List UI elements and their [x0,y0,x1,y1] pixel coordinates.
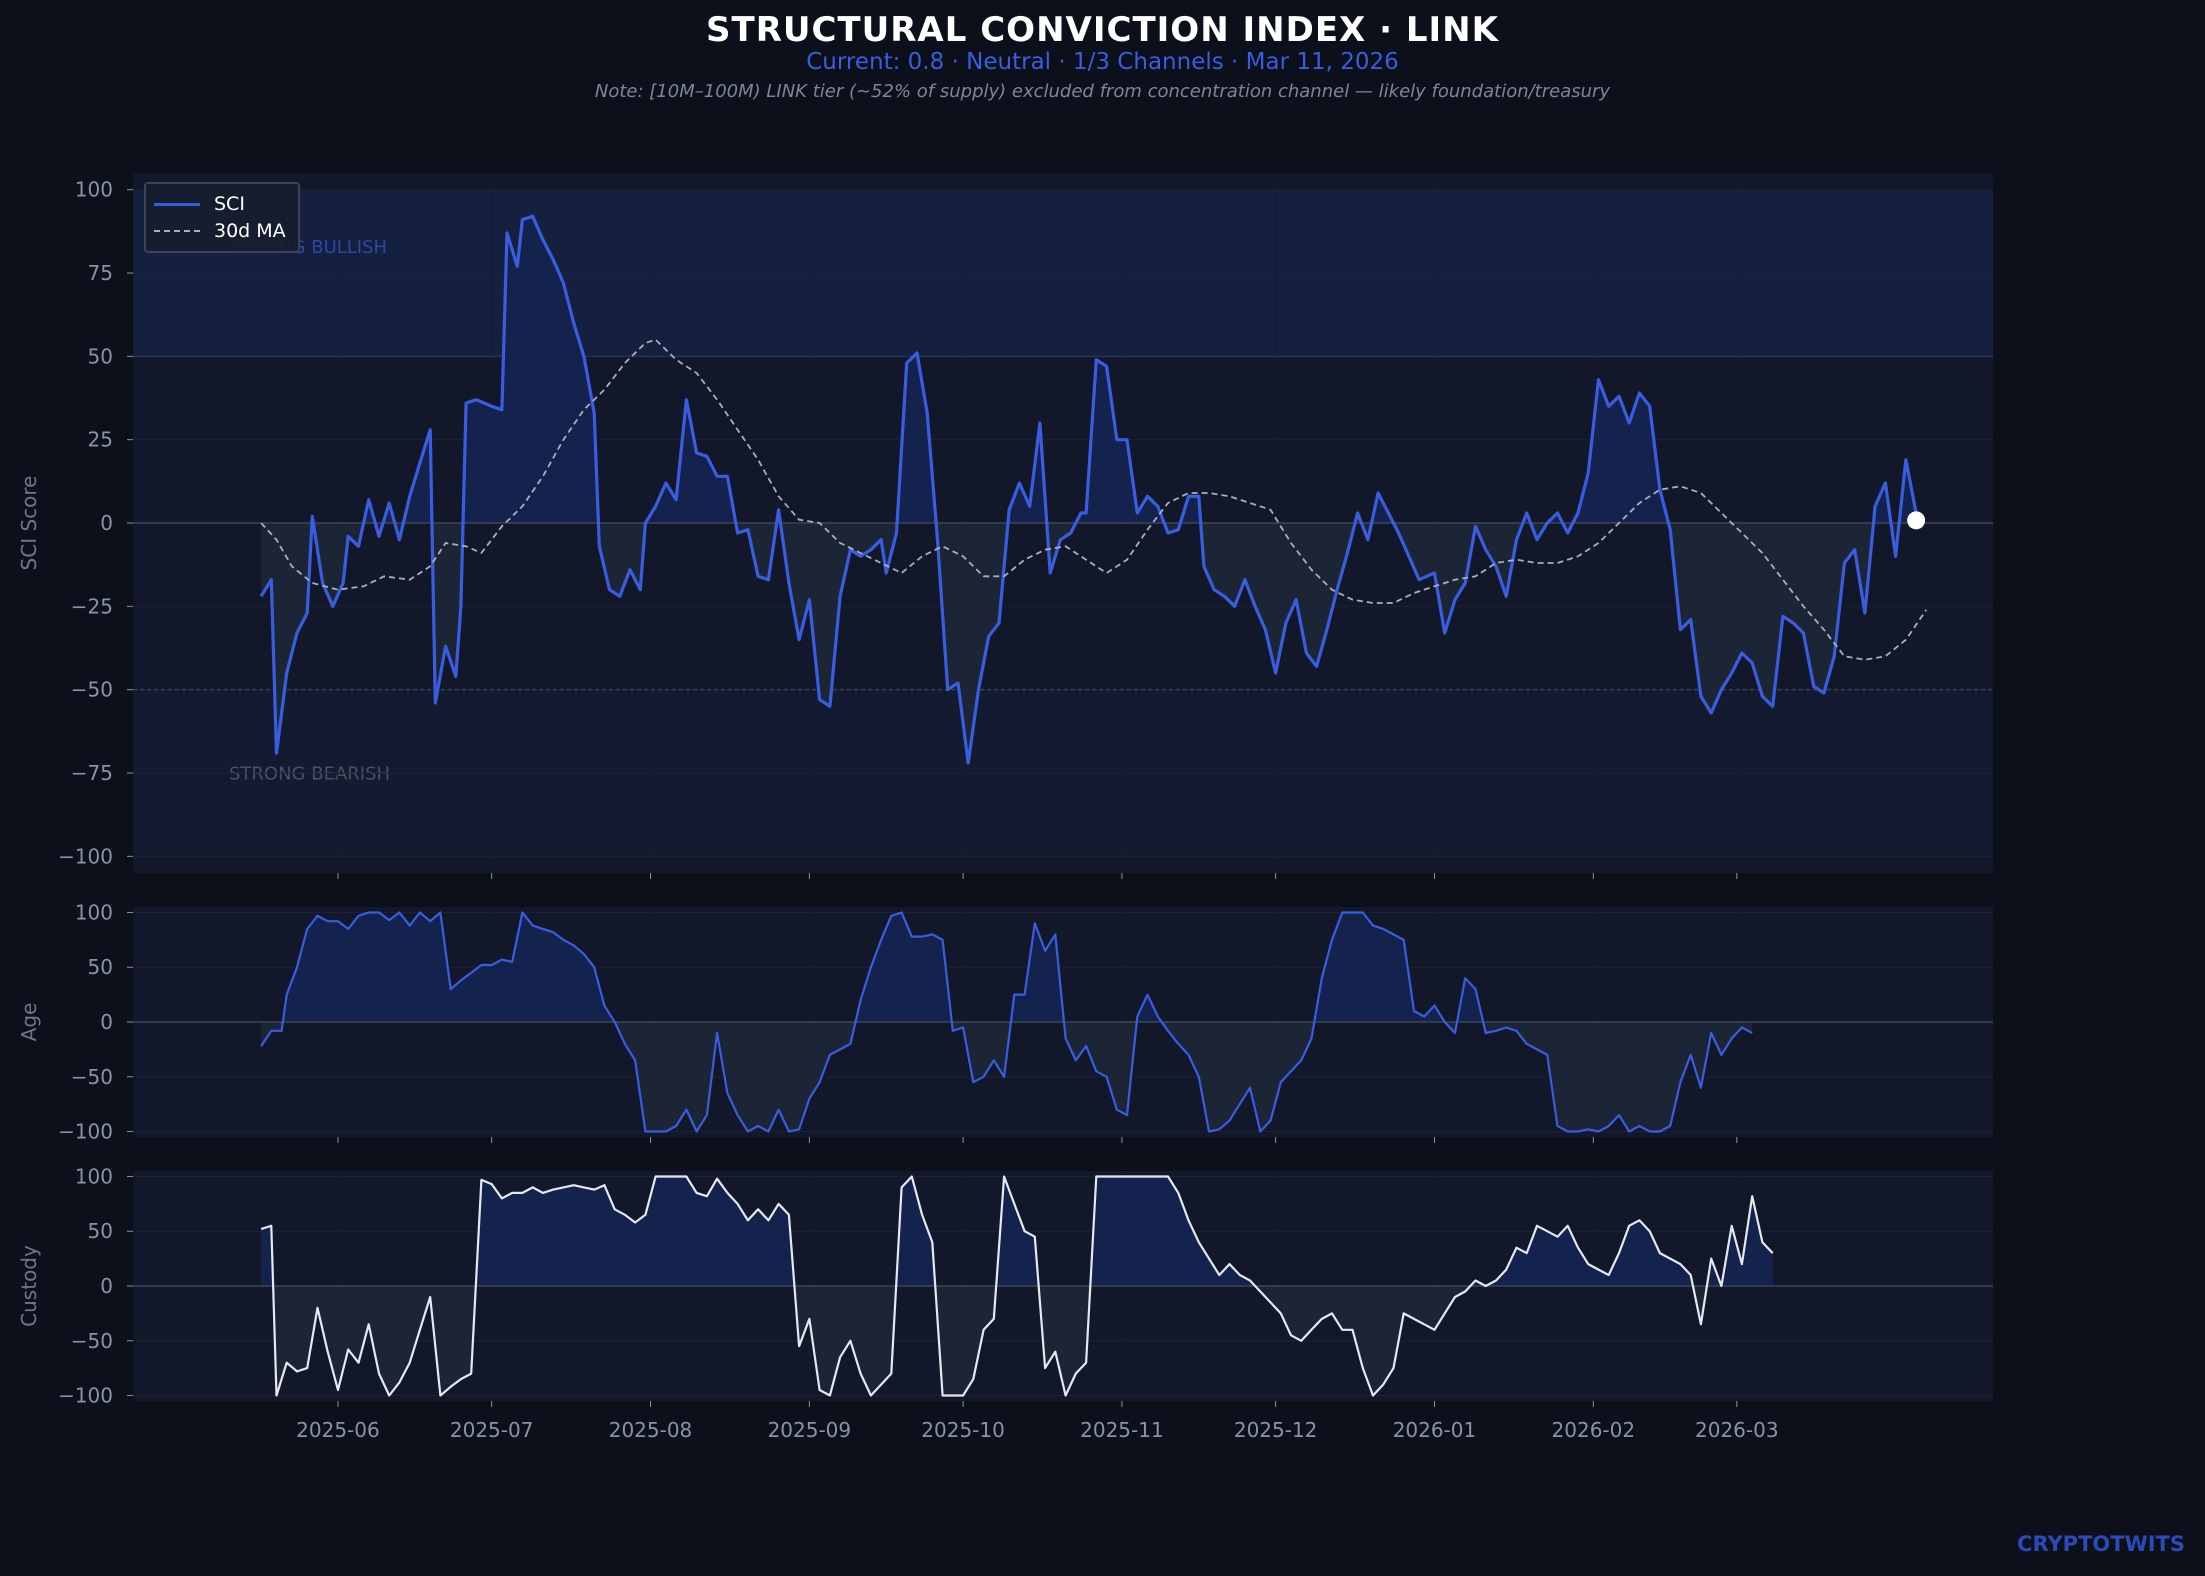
x-tick-label: 2025-06 [296,1418,380,1442]
y-tick-label: −100 [58,1384,113,1408]
positive-fill [261,1176,1773,1286]
positive-fill [261,912,1753,1022]
chart-title: STRUCTURAL CONVICTION INDEX · LINK [706,10,1499,50]
y-axis-label: Custody [17,1245,41,1327]
legend-item-sci: SCI [154,192,245,216]
chart-subtitle: Current: 0.8 · Neutral · 1/3 Channels · … [806,49,1399,75]
x-tick-label: 2025-12 [1234,1418,1318,1442]
legend-swatch-sci [154,202,200,206]
y-tick-label: 100 [75,1164,113,1188]
y-tick-label: −100 [58,1120,113,1144]
legend-swatch-ma [154,230,200,232]
y-tick-label: 50 [88,344,113,368]
series-line-30d-ma [260,338,1928,661]
y-tick-label: 50 [88,1219,113,1243]
legend-label-ma: 30d MA [214,220,286,242]
y-axis-label: Age [17,1003,41,1042]
y-tick-label: −75 [71,761,113,785]
y-tick-label: 25 [88,428,113,452]
x-tick-label: 2025-11 [1080,1418,1164,1442]
legend-label-sci: SCI [214,193,245,215]
legend-item-ma: 30d MA [154,219,286,243]
negative-fill [261,1286,1773,1396]
chart-note: Note: [10M–100M) LINK tier (~52% of supp… [594,81,1611,102]
x-tick-label: 2026-03 [1695,1418,1779,1442]
x-tick-label: 2025-09 [768,1418,852,1442]
y-tick-label: −50 [71,1065,113,1089]
x-tick-label: 2025-08 [609,1418,693,1442]
current-value-marker [1907,511,1926,530]
zone-label: STRONG BEARISH [229,764,390,785]
y-tick-label: 0 [100,511,113,535]
brand-watermark: CRYPTOTWITS [2017,1532,2185,1556]
series-line-custody [260,1175,1774,1397]
x-tick-label: 2025-10 [921,1418,1005,1442]
positive-fill [261,216,1917,523]
x-tick-label: 2026-01 [1393,1418,1477,1442]
y-tick-label: 0 [100,1010,113,1034]
series-line-age [260,911,1753,1133]
y-tick-label: −25 [71,594,113,618]
y-tick-label: 75 [88,261,113,285]
y-tick-label: −50 [71,1329,113,1353]
y-tick-label: 0 [100,1274,113,1298]
y-tick-label: 50 [88,955,113,979]
y-tick-label: 100 [75,178,113,202]
y-tick-label: 100 [75,900,113,924]
negative-fill [261,1022,1753,1132]
y-axis-label: SCI Score [17,476,41,571]
x-tick-label: 2025-07 [450,1418,534,1442]
y-tick-label: −50 [71,678,113,702]
x-tick-label: 2026-02 [1552,1418,1636,1442]
series-line-sci [259,214,1918,765]
legend: SCI 30d MA [144,182,300,253]
y-tick-label: −100 [58,844,113,868]
